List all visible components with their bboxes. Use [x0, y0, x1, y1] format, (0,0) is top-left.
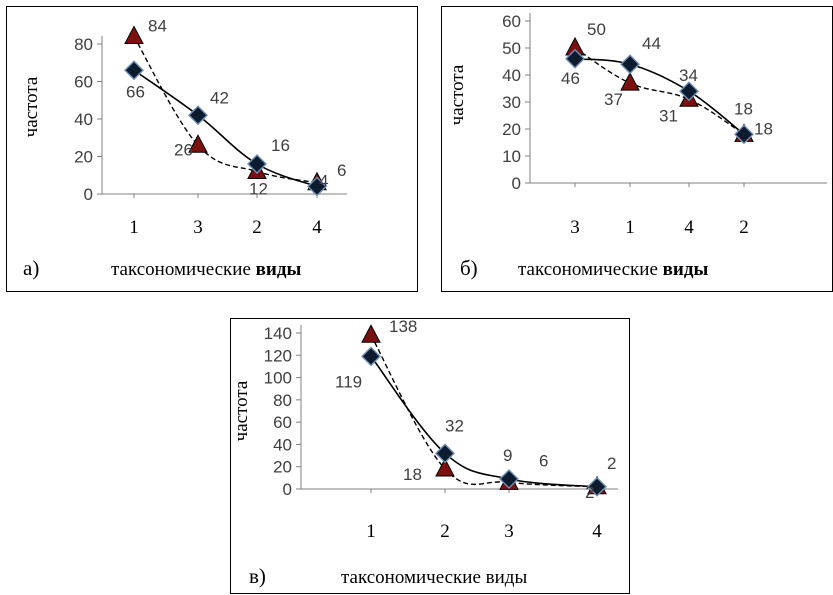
chart-a-data-label: 6 — [337, 161, 346, 180]
chart-c-xlabel: таксономические виды — [341, 567, 527, 588]
chart-a-xlabel: таксономические виды — [111, 259, 301, 280]
chart-c-data-label: 119 — [335, 372, 362, 391]
chart-b-svg: частота б) таксономические виды 0 10 20 30 4… — [447, 12, 827, 280]
chart-c-y-tick-label: 60 — [273, 413, 292, 432]
chart-c-diamond-point — [361, 346, 381, 367]
chart-c-triangle-point — [361, 324, 381, 343]
chart-a-triangle-point — [188, 134, 208, 153]
chart-panel-c: частота в) таксономические виды 0 20 40 60 8… — [230, 317, 630, 594]
chart-c-diamond-point — [499, 468, 519, 489]
chart-a-x-tick-label: 3 — [193, 217, 203, 238]
chart-b-xlabel-main: таксономические — [518, 259, 658, 280]
chart-panel-b: частота б) таксономические виды 0 10 20 30 4… — [441, 6, 833, 292]
chart-panel-a: частота а) таксономические виды 0 20 40 60 8… — [6, 6, 418, 292]
chart-c-y-tick-label: 140 — [264, 324, 292, 343]
chart-a-y-tick-label: 20 — [74, 148, 93, 167]
chart-b-x-tick-label: 2 — [739, 217, 749, 238]
chart-b-data-label: 44 — [642, 34, 661, 53]
chart-b-y-tick-label: 0 — [512, 174, 521, 193]
chart-c-series-1-line — [370, 355, 598, 488]
chart-a-data-label: 4 — [319, 172, 328, 191]
chart-c-diamond-point — [587, 476, 607, 497]
chart-c-x-tick-label: 3 — [504, 521, 514, 542]
chart-a-y-tick-label: 0 — [84, 185, 93, 204]
chart-c-x-tick-label: 2 — [440, 521, 450, 542]
chart-b-diamond-point — [565, 48, 585, 69]
chart-b-y-tick-label: 20 — [502, 120, 521, 139]
chart-b-data-label: 34 — [679, 66, 698, 85]
chart-a-x-tick-label: 4 — [312, 217, 322, 238]
chart-b-ylabel: частота — [447, 64, 468, 125]
chart-c-data-label: 6 — [539, 451, 548, 470]
chart-b-data-label: 37 — [604, 90, 623, 109]
chart-b-diamond-point — [620, 54, 640, 75]
chart-c-x-tick-label: 1 — [366, 521, 376, 542]
chart-b-data-label: 50 — [587, 20, 606, 39]
chart-b-panel-letter: б) — [460, 256, 478, 280]
chart-a-data-label: 66 — [126, 82, 145, 101]
chart-b-data-label: 18 — [754, 119, 773, 138]
chart-b-xlabel: таксономические виды — [518, 259, 708, 280]
chart-c-y-tick-label: 80 — [273, 391, 292, 410]
chart-b-y-tick-label: 30 — [502, 93, 521, 112]
chart-c-y-tick-label: 100 — [264, 369, 292, 388]
chart-c-data-label: 18 — [403, 465, 422, 484]
chart-c-svg: частота в) таксономические виды 0 20 40 60 8… — [231, 317, 618, 588]
chart-c-data-label: 9 — [503, 446, 512, 465]
chart-a-data-label: 84 — [148, 17, 167, 36]
chart-c-triangle-point — [435, 457, 455, 477]
chart-b-series-2-line — [574, 47, 745, 135]
chart-a-data-label: 12 — [249, 180, 268, 199]
chart-c-y-tick-label: 20 — [273, 458, 292, 477]
chart-b-xlabel-bold: виды — [663, 259, 709, 280]
chart-a-svg: частота а) таксономические виды 0 20 40 60 8… — [21, 17, 347, 280]
chart-a-x-tick-label: 2 — [252, 217, 262, 238]
chart-a-xlabel-main: таксономические — [111, 259, 251, 280]
chart-b-y-tick-label: 40 — [502, 66, 521, 85]
chart-a-diamond-point — [124, 60, 144, 81]
chart-a-diamond-point — [188, 105, 208, 126]
chart-b-data-label: 31 — [659, 106, 678, 125]
chart-a-x-tick-label: 1 — [129, 217, 139, 238]
chart-b-x-tick-label: 3 — [570, 217, 580, 238]
chart-a-y-tick-label: 60 — [74, 73, 93, 92]
chart-a-data-label: 16 — [271, 136, 290, 155]
chart-b-data-label: 46 — [561, 69, 580, 88]
chart-c-panel-letter: в) — [249, 564, 266, 588]
chart-b-diamond-point — [679, 81, 699, 102]
chart-c-y-tick-label: 40 — [273, 435, 292, 454]
chart-a-diamond-point — [247, 154, 267, 174]
chart-a-y-tick-label: 80 — [74, 35, 93, 54]
chart-c-y-tick-label: 120 — [264, 346, 292, 365]
chart-a-xlabel-bold: виды — [256, 259, 302, 280]
chart-c-data-label: 2 — [607, 454, 616, 473]
chart-b-series-1-line — [574, 58, 745, 136]
chart-a-data-label: 42 — [210, 88, 229, 107]
chart-a-y-tick-label: 40 — [74, 110, 93, 129]
chart-c-ylabel: частота — [231, 380, 252, 441]
chart-b-data-label: 18 — [734, 99, 753, 118]
chart-b-diamond-point — [734, 124, 754, 145]
chart-c-x-tick-label: 4 — [592, 521, 602, 542]
chart-b-y-tick-label: 50 — [502, 39, 521, 58]
chart-a-panel-letter: а) — [23, 256, 39, 280]
chart-b-y-tick-label: 10 — [502, 147, 521, 166]
chart-a-series-2-line — [133, 36, 318, 184]
chart-b-triangle-point — [620, 72, 640, 91]
chart-c-data-label: 32 — [445, 416, 464, 435]
chart-a-triangle-point — [124, 25, 144, 44]
chart-a-data-label: 26 — [174, 140, 193, 159]
chart-b-x-tick-label: 4 — [684, 217, 694, 238]
chart-a-ylabel: частота — [21, 76, 42, 137]
chart-c-data-label: 138 — [389, 317, 417, 336]
chart-c-data-label: 2 — [585, 483, 594, 502]
chart-b-y-tick-label: 60 — [502, 12, 521, 31]
chart-c-series-2-line — [370, 334, 598, 488]
chart-b-x-tick-label: 1 — [625, 217, 635, 238]
chart-a-diamond-point — [307, 176, 327, 197]
chart-c-y-tick-label: 0 — [283, 480, 292, 499]
chart-c-diamond-point — [435, 443, 455, 464]
